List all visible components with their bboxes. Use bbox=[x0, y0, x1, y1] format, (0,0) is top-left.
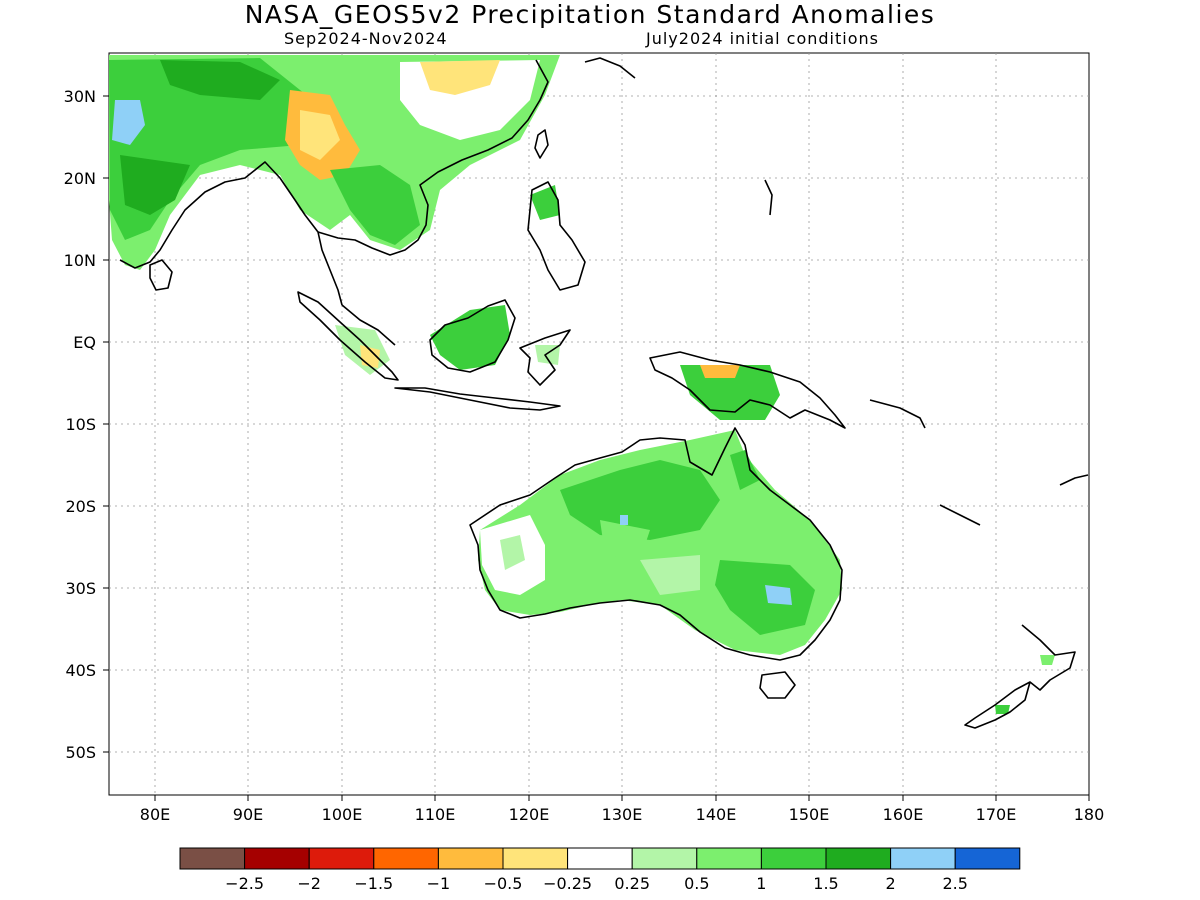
lat-label: 30N bbox=[64, 87, 96, 106]
colorbar-label: −2.5 bbox=[225, 874, 264, 893]
colorbar-label: −2 bbox=[297, 874, 321, 893]
nz-anomaly-field bbox=[1040, 655, 1055, 665]
colorbar-swatch bbox=[567, 847, 633, 870]
colorbar-swatch bbox=[308, 847, 375, 870]
colorbar-label: −0.5 bbox=[484, 874, 523, 893]
colorbar-label: 2.5 bbox=[942, 874, 967, 893]
colorbar-swatch bbox=[825, 847, 892, 870]
colorbar-swatch bbox=[502, 847, 569, 870]
lon-label: 120E bbox=[509, 805, 550, 824]
coastlines bbox=[119, 57, 1089, 729]
colorbar-label: 1 bbox=[756, 874, 766, 893]
colorbar-swatch bbox=[373, 847, 439, 870]
map-title: NASA_GEOS5v2 Precipitation Standard Anom… bbox=[244, 0, 936, 29]
lat-label: 50S bbox=[65, 743, 96, 762]
lon-label: 130E bbox=[602, 805, 643, 824]
colorbar-swatch bbox=[631, 847, 698, 870]
lat-label: 20S bbox=[65, 497, 96, 516]
colorbar-label: 0.25 bbox=[614, 874, 650, 893]
colorbar-swatch bbox=[760, 847, 827, 870]
colorbar-swatch bbox=[696, 847, 762, 870]
australia-anomaly-field bbox=[478, 430, 842, 692]
latitude-labels: 30N 20N 10N EQ 10S 20S 30S 40S 50S bbox=[64, 87, 96, 762]
colorbar-swatch bbox=[179, 847, 246, 870]
colorbar-label: 1.5 bbox=[813, 874, 838, 893]
lon-label: 170E bbox=[976, 805, 1017, 824]
lat-label: 10S bbox=[65, 415, 96, 434]
colorbar-label: −0.25 bbox=[543, 874, 592, 893]
lat-label: 40S bbox=[65, 661, 96, 680]
lon-label: 100E bbox=[322, 805, 363, 824]
axis-ticks bbox=[103, 95, 1090, 801]
lon-label: 180 bbox=[1074, 805, 1105, 824]
colorbar-swatch bbox=[890, 847, 956, 870]
colorbar-label: −1.5 bbox=[354, 874, 393, 893]
longitude-labels: 80E 90E 100E 110E 120E 130E 140E 150E 16… bbox=[140, 805, 1105, 824]
graticule bbox=[109, 53, 1089, 795]
colorbar-swatch bbox=[244, 847, 310, 870]
colorbar-swatch bbox=[437, 847, 504, 870]
lon-label: 80E bbox=[140, 805, 170, 824]
lat-label: 10N bbox=[64, 251, 96, 270]
colorbar-label: 2 bbox=[886, 874, 896, 893]
lat-label: 30S bbox=[65, 579, 96, 598]
colorbar: −2.5 −2 −1.5 −1 −0.5 −0.25 0.25 0.5 1 1.5 2 2.5 bbox=[179, 847, 1021, 893]
forecast-period: Sep2024-Nov2024 bbox=[284, 29, 448, 48]
colorbar-label: 0.5 bbox=[684, 874, 709, 893]
asia-anomaly-field bbox=[109, 55, 560, 270]
colorbar-swatch bbox=[954, 847, 1021, 870]
nz-south-anomaly-field bbox=[995, 705, 1010, 714]
initial-conditions: July2024 initial conditions bbox=[646, 29, 879, 48]
lon-label: 140E bbox=[696, 805, 737, 824]
lon-label: 90E bbox=[233, 805, 263, 824]
lon-label: 150E bbox=[789, 805, 830, 824]
lat-label: EQ bbox=[73, 333, 96, 352]
lat-label: 20N bbox=[64, 169, 96, 188]
lon-label: 160E bbox=[883, 805, 924, 824]
lon-label: 110E bbox=[415, 805, 456, 824]
colorbar-label: −1 bbox=[427, 874, 451, 893]
